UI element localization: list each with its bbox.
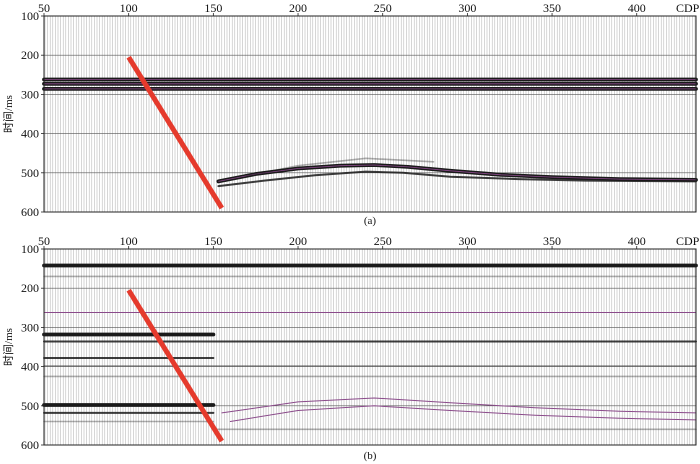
panel-label: (a) xyxy=(364,215,377,227)
reflector-5 xyxy=(246,157,435,177)
x-tick-label-200: 200 xyxy=(289,1,307,15)
red-annotation-line xyxy=(126,288,224,443)
x-tick-label-250: 250 xyxy=(374,1,392,15)
x-tick-label-250: 250 xyxy=(374,234,392,248)
x-tick-label-200: 200 xyxy=(289,234,307,248)
y-axis-label: 时间/ms xyxy=(2,328,15,366)
x-tick-label-350: 350 xyxy=(543,1,561,15)
trace-lines xyxy=(44,16,696,212)
y-tick-label-500: 500 xyxy=(21,399,39,413)
x-tick-label-100: 100 xyxy=(120,1,138,15)
reflector-core-3 xyxy=(218,164,697,182)
y-tick-label-300: 300 xyxy=(21,87,39,101)
x-tick-label-150: 150 xyxy=(204,234,222,248)
y-tick-label-100: 100 xyxy=(21,242,39,256)
y-tick-label-600: 600 xyxy=(21,205,39,219)
y-tick-label-400: 400 xyxy=(21,127,39,141)
y-tick-label-600: 600 xyxy=(21,438,39,452)
reflector-4 xyxy=(217,170,697,188)
y-axis-label: 时间/ms xyxy=(2,95,15,133)
panel-b: 50 100 150 200 250 300 350 400 CDP10020030040050… xyxy=(2,234,700,462)
x-axis-label: CDP xyxy=(676,234,700,248)
trace-lines xyxy=(44,249,696,445)
y-tick-label-500: 500 xyxy=(21,166,39,180)
x-tick-label-50: 50 xyxy=(38,1,50,15)
y-tick-label-100: 100 xyxy=(21,9,39,23)
x-tick-label-100: 100 xyxy=(120,234,138,248)
y-tick-label-400: 400 xyxy=(21,360,39,374)
panel-a: 50 100 150 200 250 300 350 400 CDP10020030040050… xyxy=(2,1,700,227)
x-tick-label-50: 50 xyxy=(38,234,50,248)
y-tick-label-200: 200 xyxy=(21,281,39,295)
y-tick-label-300: 300 xyxy=(21,320,39,334)
plot-frame xyxy=(43,248,697,446)
x-tick-label-350: 350 xyxy=(543,234,561,248)
x-tick-label-400: 400 xyxy=(628,234,646,248)
reflector-11 xyxy=(221,397,697,414)
red-annotation-line xyxy=(126,55,224,210)
x-tick-label-150: 150 xyxy=(204,1,222,15)
x-tick-label-300: 300 xyxy=(458,1,476,15)
x-axis-label: CDP xyxy=(676,1,700,15)
panel-label: (b) xyxy=(364,450,377,462)
y-tick-label-200: 200 xyxy=(21,48,39,62)
x-tick-label-300: 300 xyxy=(458,234,476,248)
reflector-12 xyxy=(229,405,697,422)
plot-frame xyxy=(43,15,697,213)
x-tick-label-400: 400 xyxy=(628,1,646,15)
